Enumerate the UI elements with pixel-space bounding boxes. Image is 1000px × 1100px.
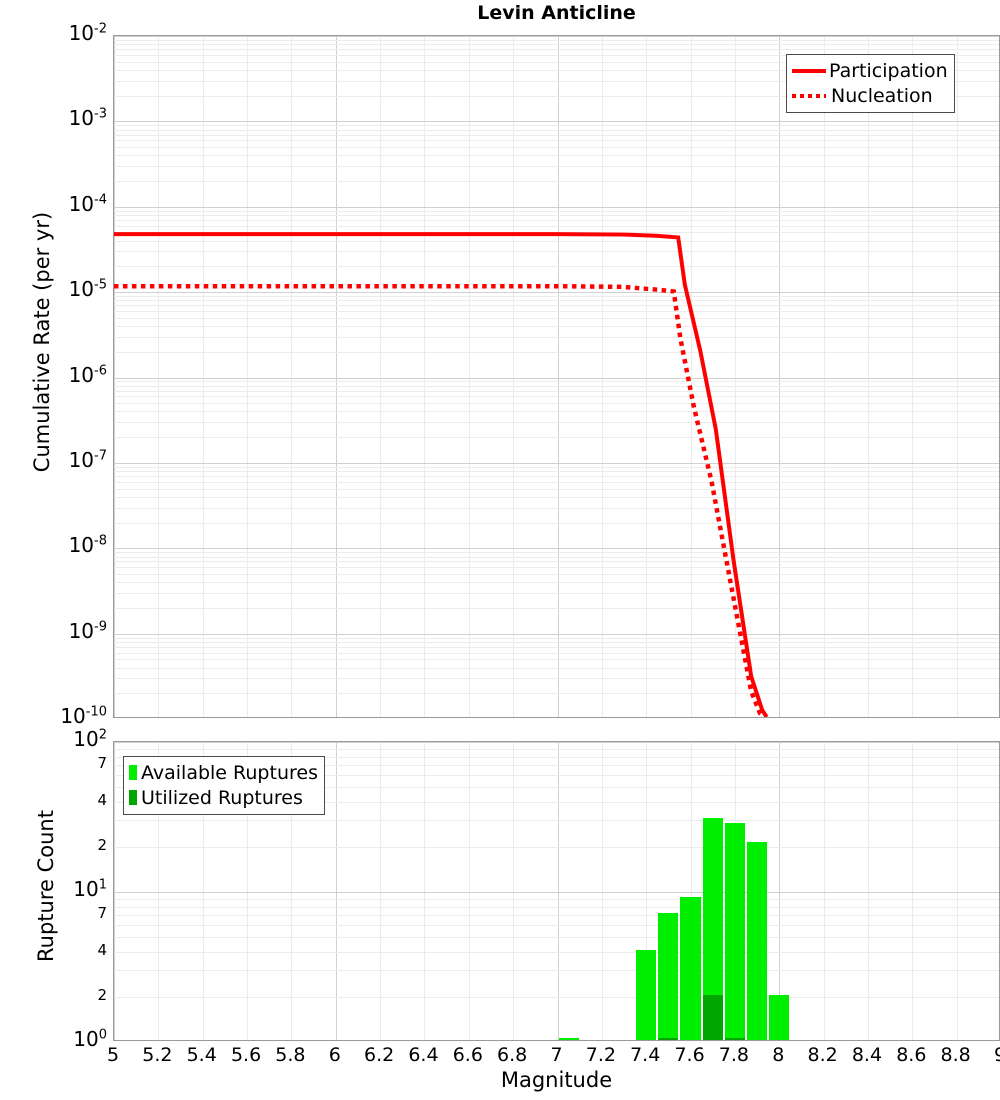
y-tick-label-minor: 4 [97,941,107,959]
x-tick-label: 9 [960,1044,1000,1066]
top-y-axis-title: Cumulative Rate (per yr) [30,62,54,622]
top-legend: Participation Nucleation [786,54,955,113]
y-tick-label: 10-7 [69,448,107,472]
legend-label: Utilized Ruptures [141,787,303,809]
legend-label: Nucleation [831,85,933,107]
y-tick-label-minor: 7 [97,904,107,922]
y-tick-label-minor: 2 [97,836,107,854]
y-tick-label: 10-5 [69,277,107,301]
legend-item-nucleation: Nucleation [792,83,948,108]
histogram-bar [703,995,723,1040]
cumulative-rate-plot: Participation Nucleation [113,35,1000,718]
legend-item-utilized-ruptures: Utilized Ruptures [129,785,318,810]
y-tick-label: 10-6 [69,363,107,387]
histogram-bar [559,1038,579,1040]
figure-root: Levin Anticline Participation Nucleation… [0,0,1000,1100]
histogram-bar [636,950,656,1040]
nucleation-curve [114,286,764,717]
bottom-legend: Available Ruptures Utilized Ruptures [123,756,325,815]
y-tick-label: 10-3 [69,106,107,130]
y-tick-label-minor: 4 [97,791,107,809]
histogram-bar [658,1038,678,1040]
participation-curve [114,234,767,717]
bottom-y-axis-title: Rupture Count [34,736,58,1036]
legend-item-participation: Participation [792,58,948,83]
y-tick-label: 102 [73,727,107,751]
histogram-bar [680,897,700,1040]
histogram-bar [769,995,789,1040]
dotted-line-icon [792,94,826,98]
y-tick-label: 10-8 [69,533,107,557]
solid-line-icon [792,69,826,73]
legend-item-available-ruptures: Available Ruptures [129,760,318,785]
histogram-bar [725,823,745,1040]
page-title: Levin Anticline [113,2,1000,24]
histogram-bar [658,913,678,1040]
y-tick-label: 101 [73,877,107,901]
x-axis-title: Magnitude [113,1068,1000,1092]
rupture-count-plot: Available Ruptures Utilized Ruptures [113,741,1000,1041]
y-tick-label: 10-9 [69,619,107,643]
y-tick-label-minor: 2 [97,986,107,1004]
available-swatch-icon [129,765,137,780]
histogram-bar [725,1038,745,1040]
y-tick-label: 10-10 [60,704,107,728]
legend-label: Participation [829,60,948,82]
y-tick-label-minor: 7 [97,754,107,772]
histogram-bar [747,842,767,1040]
y-tick-label: 10-2 [69,21,107,45]
utilized-swatch-icon [129,790,137,805]
mfd-curves [114,36,999,717]
legend-label: Available Ruptures [141,762,318,784]
y-tick-label: 10-4 [69,192,107,216]
